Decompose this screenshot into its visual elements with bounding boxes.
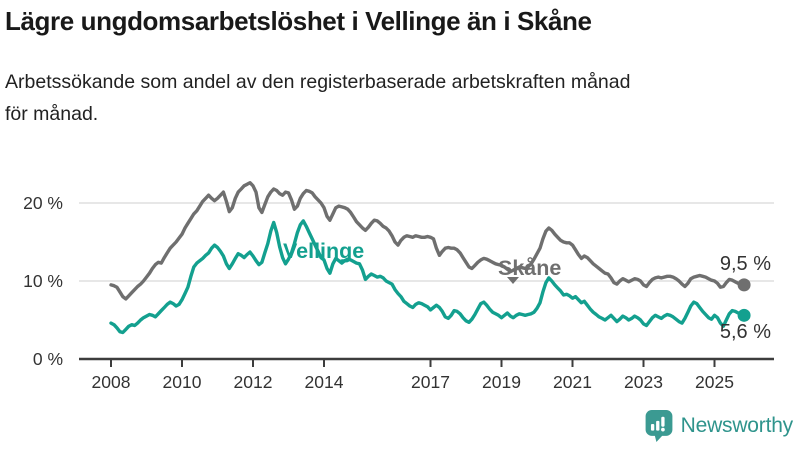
unemployment-line-chart: 0 % 10 % 20 % 2008 2010 2012 2014 2017 2019 2021 2… [23,181,774,392]
series-end-dot [737,308,751,322]
y-axis-tick-label: 0 % [33,349,63,369]
chart-title: Lägre ungdomsarbetslöshet i Vellinge än … [5,6,592,36]
x-axis-tick-label: 2017 [411,372,450,392]
x-axis-tick-label: 2014 [305,372,344,392]
series-line-vellinge [109,219,746,335]
skane-label-arrow-icon [507,277,519,284]
newsworthy-logo-icon [645,410,673,442]
x-axis-tick-label: 2021 [553,372,592,392]
newsworthy-logo-text: Newsworthy [680,413,794,437]
y-axis-tick-label: 10 % [23,271,63,291]
x-axis-tick-label: 2025 [695,372,734,392]
skane-end-value-label: 9,5 % [720,253,771,275]
chart-subtitle: Arbetssökande som andel av den registerb… [5,71,631,126]
series-line-skne [109,181,746,301]
y-axis-tick-label: 20 % [23,193,63,213]
series-label-vellinge: Vellinge [283,239,364,263]
series-end-dot [737,278,751,292]
x-axis-tick-label: 2012 [234,372,273,392]
series-label-skane: Skåne [498,256,561,280]
x-axis-tick-label: 2008 [92,372,131,392]
x-axis-tick-label: 2010 [163,372,202,392]
newsworthy-logo: Newsworthy [644,409,793,442]
vellinge-end-value-label: 5,6 % [720,321,771,343]
x-axis-tick-label: 2023 [624,372,663,392]
x-axis-tick-label: 2019 [482,372,521,392]
